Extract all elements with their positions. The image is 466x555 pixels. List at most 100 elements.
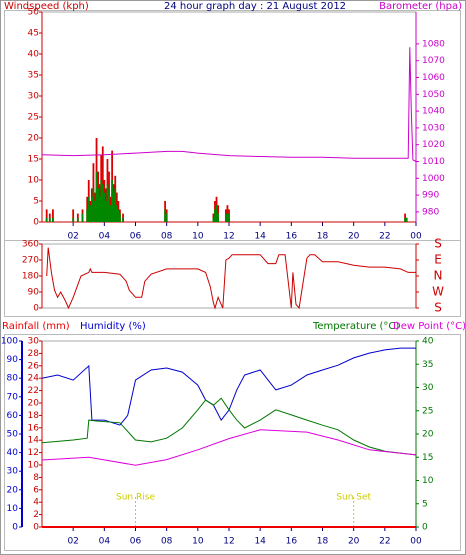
wind-bar bbox=[52, 209, 54, 222]
x-tick-label: 12 bbox=[223, 537, 234, 547]
y2-tick-label: S bbox=[434, 237, 442, 251]
y-tick-label: 80 bbox=[7, 374, 19, 384]
y-tick-label: 45 bbox=[28, 29, 39, 39]
y2-tick-label: 40 bbox=[422, 337, 434, 347]
wind-bar bbox=[87, 196, 90, 222]
legend-label: Rainfall (mm) bbox=[2, 321, 70, 332]
x-tick-label: 14 bbox=[254, 537, 266, 547]
y3-tick-label: 30 bbox=[28, 337, 40, 347]
x-tick-label: 02 bbox=[67, 232, 78, 242]
y3-tick-label: 14 bbox=[28, 436, 40, 446]
wind-bar bbox=[45, 217, 48, 222]
wind-bar bbox=[112, 192, 115, 222]
y3-tick-label: 8 bbox=[33, 473, 39, 483]
x-tick-label: 00 bbox=[410, 232, 422, 242]
y2-tick-label: 1080 bbox=[422, 39, 445, 49]
x-tick-label: 14 bbox=[254, 232, 266, 242]
wind-bar bbox=[52, 217, 54, 222]
x-tick-label: 02 bbox=[67, 537, 78, 547]
y-tick-label: 50 bbox=[28, 8, 40, 18]
wind-bar bbox=[114, 188, 117, 222]
wind-bar bbox=[215, 205, 218, 222]
y2-tick-label: W bbox=[432, 285, 444, 299]
wind-bar bbox=[100, 180, 103, 222]
x-tick-label: 06 bbox=[130, 232, 142, 242]
y-tick-label: 60 bbox=[7, 411, 19, 421]
y2-tick-label: 5 bbox=[422, 499, 428, 509]
y-tick-label: 360 bbox=[22, 240, 39, 250]
y-tick-label: 50 bbox=[7, 430, 19, 440]
x-tick-label: 22 bbox=[379, 537, 390, 547]
panel-frame bbox=[4, 334, 461, 551]
y-tick-label: 0 bbox=[12, 523, 18, 533]
wind-bar bbox=[72, 217, 75, 222]
y-tick-label: 70 bbox=[7, 392, 19, 402]
x-tick-label: 16 bbox=[286, 537, 298, 547]
y3-tick-label: 26 bbox=[28, 361, 40, 371]
y2-tick-label: 1060 bbox=[422, 73, 445, 83]
y2-tick-label: 1000 bbox=[422, 174, 445, 184]
wind-bar bbox=[109, 205, 112, 222]
wind-bar bbox=[214, 209, 216, 222]
wind-bar bbox=[217, 213, 219, 222]
y3-tick-label: 24 bbox=[28, 374, 40, 384]
plot-area bbox=[41, 340, 417, 528]
x-tick-label: 00 bbox=[410, 537, 422, 547]
y2-tick-label: N bbox=[434, 269, 443, 283]
y-tick-label: 10 bbox=[7, 504, 19, 514]
y2-tick-label: 1010 bbox=[422, 157, 445, 167]
series-line bbox=[41, 429, 417, 466]
wind-bar bbox=[98, 196, 101, 222]
wind-bar bbox=[226, 213, 229, 222]
y3-tick-label: 22 bbox=[28, 386, 39, 396]
y2-tick-label: 1020 bbox=[422, 140, 445, 150]
x-tick-label: 16 bbox=[286, 232, 298, 242]
wind-bar bbox=[117, 209, 120, 222]
y3-tick-label: 20 bbox=[28, 399, 40, 409]
wind-bar bbox=[103, 192, 106, 222]
y2-tick-label: 20 bbox=[422, 430, 434, 440]
wind-bar bbox=[119, 213, 121, 222]
x-tick-label: 06 bbox=[130, 537, 142, 547]
x-tick-label: 10 bbox=[192, 537, 204, 547]
y3-tick-label: 16 bbox=[28, 423, 40, 433]
series-line bbox=[41, 347, 416, 426]
wind-bar bbox=[111, 180, 114, 222]
y2-tick-label: S bbox=[434, 301, 442, 315]
wind-bar bbox=[224, 213, 227, 222]
y2-tick-label: 10 bbox=[422, 476, 434, 486]
x-tick-label: 18 bbox=[317, 537, 329, 547]
y2-tick-label: 30 bbox=[422, 383, 434, 393]
y-tick-label: 0 bbox=[33, 304, 39, 314]
wind-bar bbox=[45, 209, 48, 222]
y-tick-label: 90 bbox=[28, 288, 40, 298]
y2-tick-label: E bbox=[434, 253, 442, 267]
wind-bar bbox=[95, 171, 98, 222]
y3-tick-label: 28 bbox=[28, 349, 40, 359]
annotation-label: Sun Rise bbox=[116, 493, 155, 503]
series-line bbox=[41, 397, 417, 456]
x-tick-label: 12 bbox=[223, 232, 234, 242]
wind-bar bbox=[165, 213, 168, 222]
x-tick-label: 18 bbox=[317, 232, 329, 242]
x-tick-label: 04 bbox=[99, 537, 111, 547]
y3-tick-label: 2 bbox=[33, 510, 39, 520]
y-tick-label: 15 bbox=[28, 155, 39, 165]
annotation-label: Sun Set bbox=[336, 493, 371, 503]
y3-tick-label: 18 bbox=[28, 411, 40, 421]
y-tick-label: 0 bbox=[33, 218, 39, 228]
y2-tick-label: 980 bbox=[422, 207, 439, 217]
y-tick-label: 30 bbox=[28, 92, 40, 102]
wind-bar bbox=[76, 217, 79, 222]
series-line bbox=[46, 247, 416, 310]
y3-tick-label: 0 bbox=[33, 523, 39, 533]
y3-tick-label: 6 bbox=[33, 485, 39, 495]
wind-bar bbox=[81, 213, 84, 222]
y2-tick-label: 0 bbox=[422, 523, 428, 533]
wind-bar bbox=[101, 184, 104, 222]
y-tick-label: 10 bbox=[28, 176, 40, 186]
y-tick-label: 35 bbox=[28, 71, 39, 81]
y2-tick-label: 1050 bbox=[422, 90, 445, 100]
legend-label: Temperature (°C) bbox=[312, 321, 399, 332]
